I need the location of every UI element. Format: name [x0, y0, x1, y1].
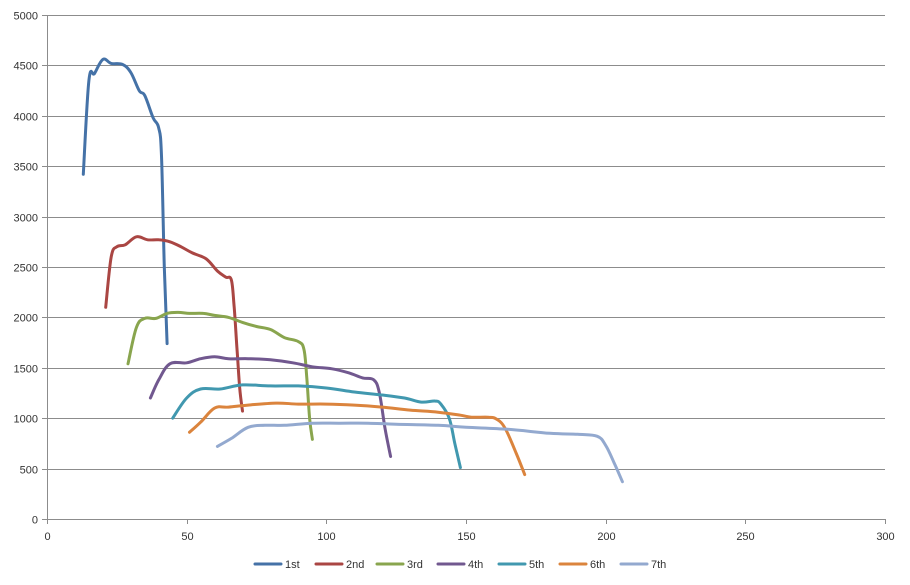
legend-item-6: 6th: [558, 559, 605, 571]
legend-label: 3rd: [407, 559, 423, 571]
y-tick-label: 3000: [14, 213, 38, 225]
legend-label: 4th: [468, 559, 483, 571]
series-lines: [81, 57, 624, 484]
x-axis-tick-labels: 0 50 100 150 200 250 300: [44, 531, 894, 543]
legend-item-5: 5th: [497, 559, 544, 571]
y-tick-label: 2500: [14, 263, 38, 275]
series-line-7: [215, 421, 624, 484]
legend-label: 6th: [590, 559, 605, 571]
y-tick-label: 0: [32, 515, 38, 527]
series-line-6: [188, 401, 527, 477]
x-tick-label: 0: [44, 531, 50, 543]
gridlines: [47, 15, 885, 470]
legend-item-4: 4th: [436, 559, 483, 571]
legend-label: 5th: [529, 559, 544, 571]
x-tick-label: 100: [317, 531, 335, 543]
x-tick-label: 50: [181, 531, 193, 543]
y-tick-label: 1000: [14, 414, 38, 426]
x-tick-label: 200: [597, 531, 615, 543]
legend-label: 7th: [651, 559, 666, 571]
series-line-4: [148, 355, 393, 458]
y-axis-tick-labels: 0 500 1000 1500 2000 2500 3000 3500 4000 4500 5000: [14, 11, 38, 527]
x-tick-label: 250: [736, 531, 754, 543]
legend-label: 1st: [285, 559, 300, 571]
series-line-1: [81, 57, 169, 346]
legend-item-3: 3rd: [375, 559, 423, 571]
legend-item-1: 1st: [253, 559, 300, 571]
series-line-2: [104, 235, 244, 413]
y-tick-label: 4500: [14, 61, 38, 73]
x-tick-label: 300: [876, 531, 894, 543]
series-line-3: [126, 310, 314, 441]
y-tick-label: 2000: [14, 313, 38, 325]
legend: 1st 2nd 3rd 4th 5th 6th 7th: [253, 559, 666, 571]
y-tick-label: 3500: [14, 162, 38, 174]
axes: [42, 15, 886, 524]
series-line-5: [171, 383, 462, 470]
legend-item-2: 2nd: [314, 559, 364, 571]
y-tick-label: 4000: [14, 112, 38, 124]
y-tick-label: 500: [20, 465, 38, 477]
y-tick-label: 1500: [14, 364, 38, 376]
legend-item-7: 7th: [619, 559, 666, 571]
legend-label: 2nd: [346, 559, 364, 571]
y-tick-label: 5000: [14, 11, 38, 23]
x-tick-label: 150: [457, 531, 475, 543]
